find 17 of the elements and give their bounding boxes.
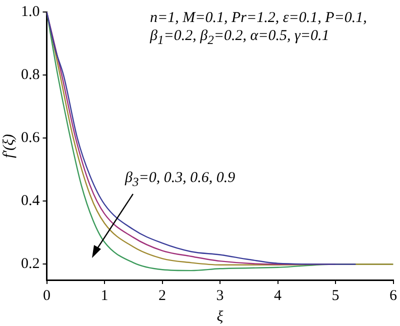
annotation: β$_{1}$=0.2, β$_{2}$=0.2, α=0.5, γ=0.1 bbox=[150, 28, 330, 49]
x-tick-label: 5 bbox=[332, 288, 340, 304]
x-tick-label: 0 bbox=[43, 288, 50, 304]
x-axis-title: ξ bbox=[216, 308, 224, 325]
annotation: n=1, M=0.1, Pr=1.2, ε=0.1, P=0.1, bbox=[150, 10, 367, 27]
y-tick-label: 1.0 bbox=[21, 4, 40, 20]
y-tick-label: 0.4 bbox=[21, 193, 40, 210]
x-tick-label: 2 bbox=[158, 288, 166, 304]
annotation: β$_{3}$=0, 0.3, 0.6, 0.9 bbox=[125, 170, 236, 191]
y-tick-label: 0.8 bbox=[21, 66, 40, 83]
x-tick-label: 4 bbox=[274, 288, 282, 304]
x-tick-label: 3 bbox=[216, 288, 224, 304]
y-axis-title: f′(ξ) bbox=[0, 134, 17, 158]
x-tick-label: 6 bbox=[390, 288, 398, 304]
x-tick-label: 1 bbox=[100, 288, 108, 304]
y-tick-label: 0.6 bbox=[21, 130, 40, 146]
y-tick-label: 0.2 bbox=[21, 256, 40, 272]
